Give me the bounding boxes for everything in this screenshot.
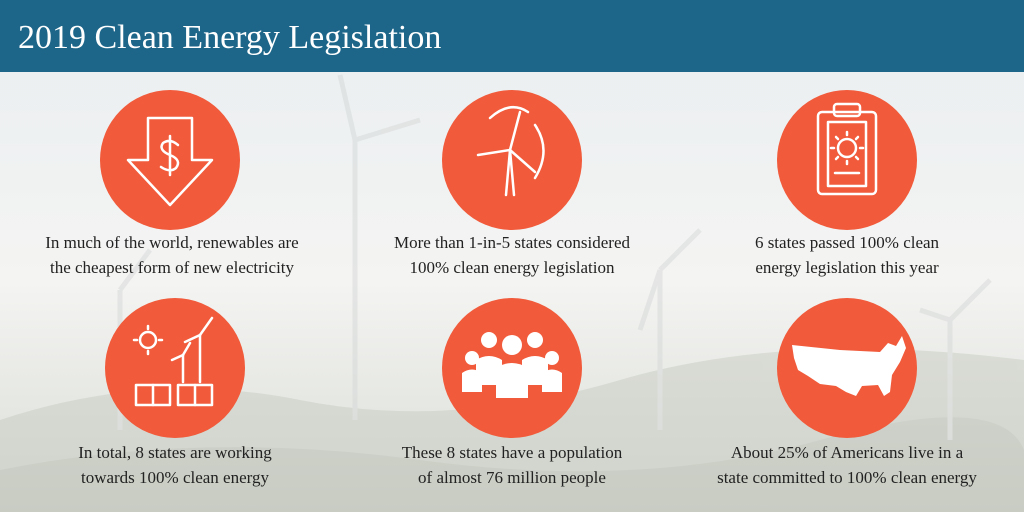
header-bar xyxy=(0,0,1024,72)
caption-line: About 25% of Americans live in a xyxy=(731,443,964,462)
caption-line: In much of the world, renewables are xyxy=(45,233,298,252)
icon-usa-map xyxy=(792,336,906,396)
caption-line: towards 100% clean energy xyxy=(81,468,270,487)
caption-line: state committed to 100% clean energy xyxy=(717,468,977,487)
icon-wind-turbine xyxy=(476,105,545,197)
icon-solar-wind xyxy=(132,316,214,407)
icon-people xyxy=(462,332,562,398)
header-title: 2019 Clean Energy Legislation xyxy=(18,19,441,56)
caption-line: energy legislation this year xyxy=(755,258,939,277)
icon-circle xyxy=(105,298,245,438)
captions: In much of the world, renewables are the … xyxy=(45,233,977,487)
caption-line: the cheapest form of new electricity xyxy=(50,258,295,277)
icon-clipboard xyxy=(816,102,878,196)
caption-line: 6 states passed 100% clean xyxy=(755,233,940,252)
icon-circles xyxy=(100,90,917,438)
caption-line: 100% clean energy legislation xyxy=(409,258,615,277)
caption-line: In total, 8 states are working xyxy=(78,443,272,462)
caption-line: More than 1-in-5 states considered xyxy=(394,233,631,252)
caption-line: These 8 states have a population xyxy=(402,443,623,462)
icon-price-down xyxy=(126,116,214,207)
caption-line: of almost 76 million people xyxy=(418,468,606,487)
